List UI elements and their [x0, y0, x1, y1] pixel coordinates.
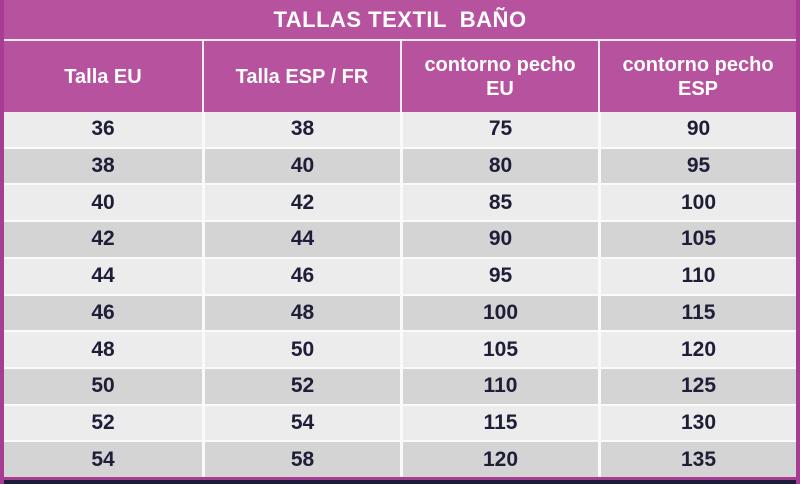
table-row: 36 38 75 90: [4, 112, 796, 147]
table-body: 36 38 75 90 38 40 80 95 40 42 85 100 42 …: [4, 112, 796, 478]
table-cell: 110: [598, 258, 796, 294]
table-cell: 100: [400, 295, 598, 331]
table-row: 48 50 105 120: [4, 330, 796, 367]
table-cell: 80: [400, 148, 598, 184]
table-cell: 58: [202, 442, 400, 478]
table-cell: 42: [91, 227, 115, 251]
table-cell: 95: [400, 258, 598, 294]
table-row: 38 40 80 95: [4, 146, 796, 184]
table-cell: 44: [91, 264, 115, 288]
table-cell: 110: [400, 368, 598, 404]
table-cell: 36: [91, 117, 115, 141]
table-cell: 120: [400, 442, 598, 478]
table-cell: 105: [400, 332, 598, 367]
bottom-edge-line: [4, 480, 796, 484]
table-row: 46 48 100 115: [4, 293, 796, 331]
table-cell: 90: [400, 222, 598, 257]
table-cell: 54: [91, 447, 115, 471]
table-cell: 130: [598, 405, 796, 441]
table-row: 44 46 95 110: [4, 256, 796, 294]
table-cell: 120: [598, 332, 796, 367]
table-title: TALLAS TEXTIL BAÑO: [4, 0, 796, 39]
table-cell: 100: [598, 185, 796, 221]
table-cell: 50: [202, 332, 400, 367]
table-cell: 48: [202, 295, 400, 331]
table-row: 50 52 110 125: [4, 366, 796, 404]
table-row: 54 58 120 135: [4, 440, 796, 478]
table-cell: 52: [91, 410, 115, 434]
table-cell: 105: [598, 222, 796, 257]
table-cell: 50: [91, 374, 115, 398]
table-cell: 38: [202, 112, 400, 147]
table-cell: 95: [598, 148, 796, 184]
table-cell: 90: [598, 112, 796, 147]
table-cell: 54: [202, 405, 400, 441]
table-cell: 115: [400, 405, 598, 441]
table-cell: 125: [598, 368, 796, 404]
table-cell: 115: [598, 295, 796, 331]
table-cell: 52: [202, 368, 400, 404]
table-cell: 38: [91, 154, 115, 178]
column-header-talla-eu: Talla EU: [64, 65, 142, 88]
table-cell: 40: [202, 148, 400, 184]
table-cell: 48: [91, 337, 115, 361]
column-header-talla-esp-fr: Talla ESP / FR: [202, 41, 400, 112]
column-header-contorno-pecho-esp: contorno pecho ESP: [598, 41, 796, 112]
table-cell: 42: [202, 185, 400, 221]
table-header-row: Talla EU Talla ESP / FR contorno pecho E…: [4, 41, 796, 112]
table-cell: 85: [400, 185, 598, 221]
table-row: 40 42 85 100: [4, 183, 796, 221]
table-cell: 46: [202, 258, 400, 294]
table-cell: 40: [91, 190, 115, 214]
table-cell: 135: [598, 442, 796, 478]
table-row: 52 54 115 130: [4, 403, 796, 441]
table-row: 42 44 90 105: [4, 220, 796, 257]
title-divider: [4, 39, 796, 41]
column-header-contorno-pecho-eu: contorno pecho EU: [400, 41, 598, 112]
table-cell: 46: [91, 300, 115, 324]
bottom-border: [4, 477, 796, 480]
table-cell: 75: [400, 112, 598, 147]
table-cell: 44: [202, 222, 400, 257]
